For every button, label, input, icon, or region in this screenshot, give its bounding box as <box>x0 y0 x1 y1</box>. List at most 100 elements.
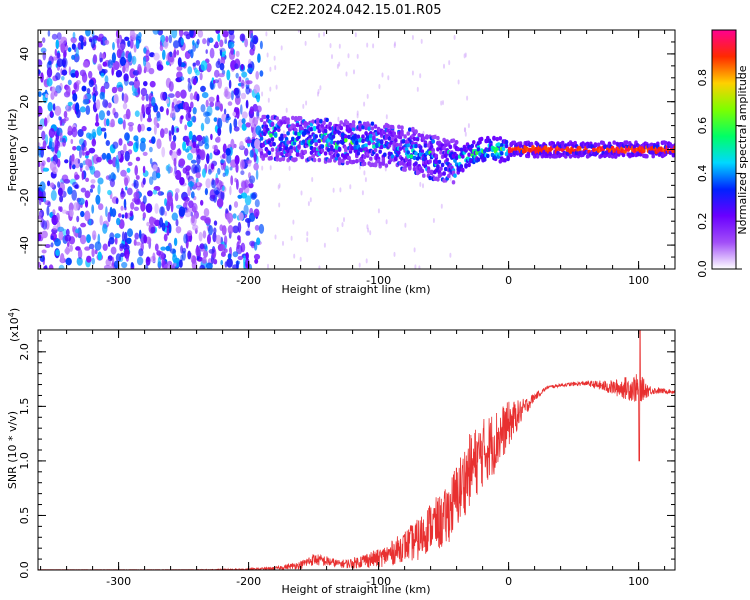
heatmap-cell-1242 <box>61 69 68 76</box>
heatmap-cell-2068 <box>398 161 403 166</box>
heatmap-cell-1219 <box>129 39 134 49</box>
heatmap-cell-1083 <box>224 91 232 100</box>
heatmap-cell-528 <box>142 177 146 185</box>
heatmap-cell-473 <box>167 163 171 174</box>
heatmap-cell-2062 <box>397 150 401 155</box>
heatmap-cell-1072 <box>199 149 206 161</box>
heatmap-cell-2244 <box>437 159 442 165</box>
heatmap-cell-712 <box>58 116 61 121</box>
heatmap-cell-2350 <box>467 152 471 157</box>
heatmap-cell-967 <box>156 138 162 150</box>
heatmap-cell-1409 <box>464 52 467 58</box>
heatmap-cell-1930 <box>369 156 373 161</box>
heatmap-cell-673 <box>135 156 141 162</box>
heatmap-cell-1007 <box>78 197 85 205</box>
heatmap-cell-886 <box>256 237 261 246</box>
heatmap-cell-2809 <box>645 154 649 159</box>
heatmap-cell-1305 <box>267 97 270 103</box>
heatmap-cell-1186 <box>139 141 146 152</box>
heatmap-cell-782 <box>133 44 137 53</box>
snr-panel: -300 -200 -100 0 100 0.0 0.5 1.0 1.5 2.0 Height o… <box>6 308 676 596</box>
heatmap-cell-2267 <box>443 142 448 148</box>
heatmap-cell-2677 <box>593 142 598 147</box>
heatmap-cell-1978 <box>378 161 383 166</box>
heatmap-cell-2075 <box>400 129 404 134</box>
heatmap-cell-361 <box>114 236 118 245</box>
heatmap-cell-1285 <box>91 128 97 140</box>
heatmap-cell-605 <box>141 95 145 101</box>
heatmap-cell-790 <box>232 111 236 117</box>
heatmap-cell-1260 <box>47 60 52 66</box>
heatmap-cell-902 <box>62 118 67 124</box>
heatmap-cell-634 <box>85 165 90 171</box>
heatmap-cell-436 <box>249 48 255 56</box>
heatmap-cell-2545 <box>542 150 546 155</box>
heatmap-cell-1024 <box>226 212 234 223</box>
heatmap-cell-1820 <box>344 148 348 153</box>
heatmap-cell-1612 <box>297 131 301 137</box>
heatmap-cell-585 <box>241 123 247 131</box>
heatmap-cell-2043 <box>394 134 398 140</box>
heatmap-cell-1394 <box>331 54 333 60</box>
heatmap-cell-351 <box>200 85 206 92</box>
heatmap-cell-1588 <box>292 141 297 146</box>
heatmap-cell-416 <box>118 213 122 218</box>
heatmap-cell-327 <box>38 233 42 242</box>
heatmap-cell-557 <box>142 195 147 205</box>
heatmap-cell-1149 <box>212 79 216 84</box>
heatmap-cells <box>38 30 675 269</box>
heatmap-cell-324 <box>73 202 79 211</box>
heatmap-cell-80 <box>214 69 220 78</box>
heatmap-cell-1255 <box>88 243 95 250</box>
heatmap-cell-483 <box>230 47 235 55</box>
heatmap-cell-1937 <box>370 126 375 131</box>
heatmap-cell-264 <box>206 262 213 269</box>
heatmap-cell-1110 <box>89 166 94 171</box>
heatmap-cell-291 <box>47 30 51 37</box>
heatmap-cell-1287 <box>226 69 231 81</box>
heatmap-cell-1273 <box>246 80 253 85</box>
heatmap-cell-1023 <box>133 79 140 89</box>
heatmap-cell-1318 <box>361 190 364 196</box>
heatmap-cell-1362 <box>416 86 419 92</box>
heatmap-cell-1097 <box>173 237 178 247</box>
heatmap-cell-2209 <box>429 169 434 174</box>
heatmap-cell-187 <box>162 49 166 60</box>
heatmap-cell-1002 <box>38 42 43 48</box>
heatmap-cell-1837 <box>347 155 351 161</box>
heatmap-cell-1477 <box>267 150 272 156</box>
heatmap-cell-1420 <box>329 43 332 49</box>
heatmap-cell-1109 <box>199 72 203 81</box>
heatmap-cell-979 <box>241 180 247 190</box>
heatmap-cell-1357 <box>463 127 466 133</box>
heatmap-cell-1383 <box>290 235 293 241</box>
heatmap-cell-1270 <box>100 72 105 78</box>
heatmap-cell-536 <box>119 56 127 67</box>
heatmap-cell-1268 <box>168 223 172 234</box>
heatmap-cell-1800 <box>339 125 344 130</box>
heatmap-cell-1269 <box>96 156 102 163</box>
heatmap-cell-641 <box>123 73 129 82</box>
heatmap-cell-1772 <box>333 130 337 135</box>
heatmap-cell-1371 <box>269 165 272 171</box>
spectrogram-ytick-label-4: 40 <box>18 47 31 61</box>
heatmap-cell-1247 <box>254 138 261 150</box>
heatmap-cell-347 <box>47 180 51 187</box>
heatmap-cell-1251 <box>187 66 193 75</box>
heatmap-cell-863 <box>63 110 68 118</box>
heatmap-cell-897 <box>245 252 249 260</box>
heatmap-cell-1515 <box>275 116 280 121</box>
heatmap-cell-471 <box>254 224 260 231</box>
heatmap-cell-728 <box>77 158 81 164</box>
spectrogram-ytick-label-0: -40 <box>18 236 31 254</box>
heatmap-cell-936 <box>244 148 249 157</box>
heatmap-cell-941 <box>121 261 128 269</box>
heatmap-cell-1145 <box>186 230 193 237</box>
heatmap-cell-1166 <box>59 132 63 142</box>
heatmap-cell-1227 <box>121 231 125 242</box>
heatmap-cell-2440 <box>501 146 506 152</box>
heatmap-cell-1087 <box>182 101 190 111</box>
heatmap-cell-127 <box>198 231 203 242</box>
snr-ylabel: SNR (10 * v/v) <box>6 411 19 489</box>
heatmap-cell-695 <box>86 234 91 244</box>
